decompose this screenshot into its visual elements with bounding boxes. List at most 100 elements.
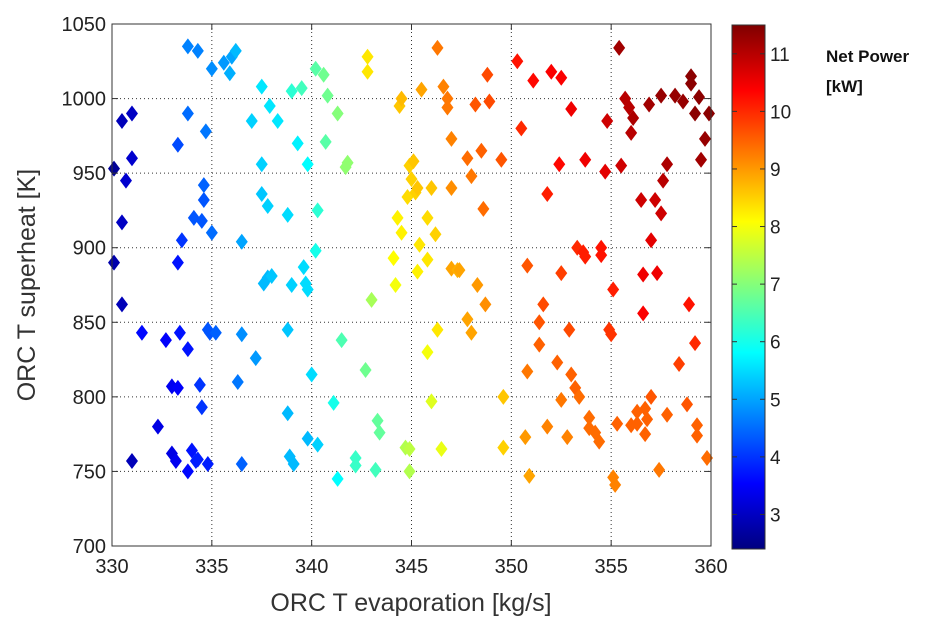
data-point [309,60,322,77]
data-point [125,150,138,167]
data-point [593,433,606,450]
data-point [361,63,374,80]
data-point [523,467,536,484]
y-tick-label: 700 [73,536,106,558]
data-point [201,455,214,472]
data-point [677,93,690,110]
data-point [691,417,704,434]
data-point [209,324,222,341]
data-point [265,268,278,285]
data-point [431,39,444,56]
data-point [263,98,276,115]
data-point [643,96,656,113]
data-point [479,296,492,313]
data-point [391,209,404,226]
x-tick-label: 330 [95,556,128,578]
data-point [579,248,592,265]
data-point [689,105,702,122]
data-point [639,426,652,443]
data-point [281,405,294,422]
data-point [519,429,532,446]
data-point [395,90,408,107]
data-point [197,177,210,194]
data-point [255,156,268,173]
data-point [699,130,712,147]
data-point [565,366,578,383]
data-point [461,311,474,328]
data-point [223,65,236,82]
data-point [429,226,442,243]
data-point [431,321,444,338]
data-point [119,172,132,189]
data-point [661,156,674,173]
data-point [521,257,534,274]
data-point [389,277,402,293]
data-point [445,130,458,147]
data-point [437,78,450,95]
data-point [115,214,128,231]
data-point [199,123,212,140]
data-point [115,296,128,313]
colorbar-title-line2: [kW] [826,77,863,96]
colorbar-tick-label: 6 [770,333,781,354]
y-tick-label: 850 [73,312,106,334]
data-point [171,379,184,396]
data-point [407,153,420,170]
data-point [425,180,438,197]
data-point [285,277,298,293]
colorbar-tick-label: 11 [770,45,790,66]
data-point [689,335,702,352]
data-point [311,202,324,219]
data-point [231,373,244,390]
data-point [691,427,704,444]
data-point [421,209,434,226]
data-point [321,87,334,104]
data-point [655,205,668,222]
data-point [369,461,382,478]
data-point [683,296,696,313]
data-point [421,344,434,361]
data-point [541,418,554,435]
data-point [411,263,424,280]
data-point [405,171,418,188]
data-point [551,354,564,371]
data-point [297,259,310,276]
data-point [601,112,614,129]
axis-ticks: 330 335 340 345 350 355 360 700 750 800 850 900 950 1… [62,14,728,578]
y-tick-label: 1000 [62,89,107,111]
data-point [387,250,400,267]
y-tick-label: 950 [73,163,106,185]
x-tick-label: 345 [395,556,428,578]
data-point [681,396,694,413]
data-point [615,157,628,174]
x-tick-label: 355 [594,556,627,578]
data-point [475,142,488,159]
data-point [395,224,408,241]
y-axis-label: ORC T superheat [K] [13,169,41,402]
data-point [703,105,716,122]
data-point [461,150,474,167]
data-point [335,332,348,349]
data-point [107,254,120,271]
data-point [361,48,374,65]
data-point [441,99,454,116]
colorbar-tick-label: 4 [770,448,781,469]
data-point [255,78,268,95]
data-point [631,415,644,432]
data-point [653,461,666,478]
data-point [281,321,294,338]
colorbar-tick-label: 8 [770,218,781,239]
data-point [175,232,188,249]
data-point [573,388,586,405]
data-point [235,326,248,343]
data-point [235,233,248,250]
data-point [497,439,510,456]
data-point [555,69,568,86]
data-point [319,133,332,150]
data-point [657,172,670,189]
data-point [495,151,508,168]
x-tick-label: 350 [495,556,528,578]
data-point [661,406,674,423]
data-point [645,232,658,249]
